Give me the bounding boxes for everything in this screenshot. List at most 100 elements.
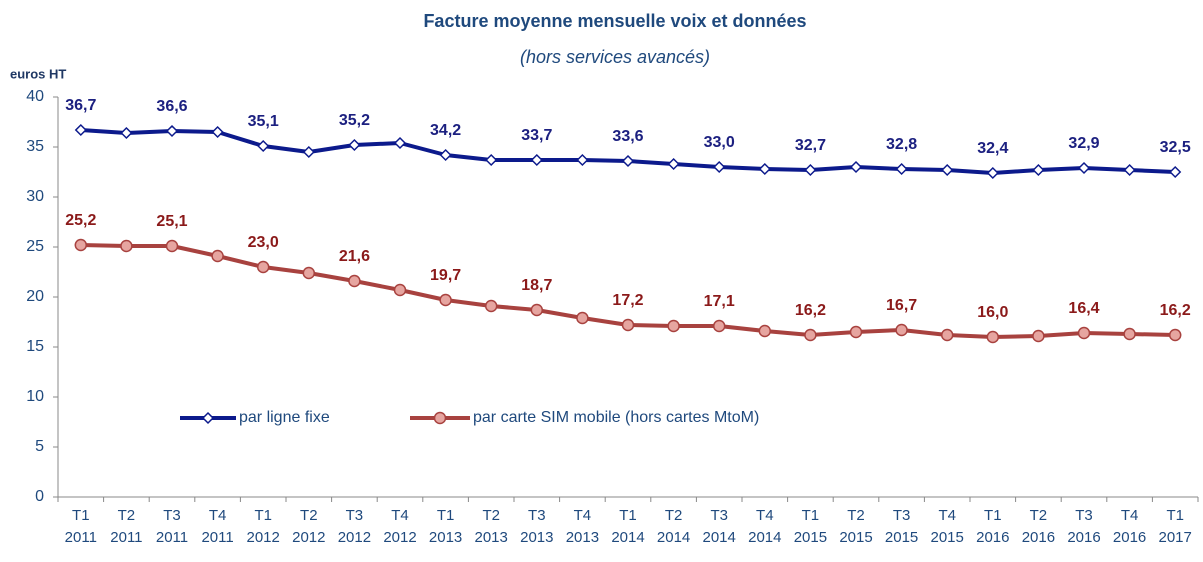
value-label: 25,1 xyxy=(156,213,187,230)
marker xyxy=(758,324,772,338)
marker xyxy=(849,160,863,174)
marker xyxy=(895,162,908,176)
marker xyxy=(667,157,680,171)
x-tick-label: 2012 xyxy=(292,529,325,546)
y-tick-label: 15 xyxy=(26,338,44,355)
marker xyxy=(257,139,270,153)
x-tick-label: 2014 xyxy=(748,529,781,546)
value-label: 33,7 xyxy=(521,127,552,144)
value-label: 18,7 xyxy=(521,277,552,294)
x-tick-label: T3 xyxy=(528,507,546,524)
y-tick-label: 40 xyxy=(26,88,44,105)
x-tick-label: 2015 xyxy=(794,529,827,546)
x-tick-label: T2 xyxy=(847,507,865,524)
value-label: 33,6 xyxy=(612,128,643,145)
x-tick-label: 2011 xyxy=(201,529,233,546)
x-tick-label: 2017 xyxy=(1159,529,1192,546)
x-tick-label: 2013 xyxy=(475,529,508,546)
value-label: 36,6 xyxy=(156,98,187,115)
marker xyxy=(348,138,361,152)
chart-subtitle: (hors services avancés) xyxy=(520,47,710,67)
x-tick-label: 2015 xyxy=(931,529,964,546)
marker xyxy=(713,160,726,174)
marker xyxy=(621,154,635,168)
marker xyxy=(986,166,999,180)
x-tick-label: T4 xyxy=(391,507,409,524)
marker xyxy=(484,299,498,313)
x-tick-label: 2016 xyxy=(1113,529,1146,546)
value-label: 16,2 xyxy=(795,302,826,319)
x-tick-label: T1 xyxy=(254,507,272,524)
value-label: 35,2 xyxy=(339,112,370,129)
marker xyxy=(211,125,224,139)
x-tick-label: 2011 xyxy=(156,529,188,546)
marker xyxy=(804,163,817,177)
y-tick-label: 0 xyxy=(35,488,44,505)
value-label: 32,7 xyxy=(795,137,826,154)
x-tick-label: T4 xyxy=(938,507,956,524)
x-tick-label: 2013 xyxy=(566,529,599,546)
marker xyxy=(530,153,543,167)
x-tick-label: 2011 xyxy=(110,529,142,546)
x-tick-label: T1 xyxy=(437,507,455,524)
marker xyxy=(120,126,133,140)
x-tick-label: 2016 xyxy=(1022,529,1055,546)
x-tick-label: 2014 xyxy=(611,529,644,546)
marker xyxy=(393,283,407,297)
y-tick-label: 10 xyxy=(26,388,44,405)
x-tick-label: T2 xyxy=(300,507,318,524)
x-tick-label: 2013 xyxy=(520,529,553,546)
value-label: 33,0 xyxy=(704,134,735,151)
x-tick-label: T4 xyxy=(574,507,592,524)
x-tick-label: T1 xyxy=(984,507,1002,524)
marker xyxy=(393,136,407,150)
value-label: 16,2 xyxy=(1160,302,1191,319)
x-tick-label: T1 xyxy=(619,507,637,524)
value-label: 23,0 xyxy=(248,234,279,251)
marker xyxy=(895,323,908,337)
x-tick-label: 2014 xyxy=(703,529,736,546)
x-tick-label: 2015 xyxy=(885,529,918,546)
marker xyxy=(348,274,361,288)
marker xyxy=(485,153,498,167)
x-tick-label: T3 xyxy=(710,507,728,524)
marker xyxy=(165,239,179,253)
marker xyxy=(849,325,863,339)
x-tick-label: 2016 xyxy=(1067,529,1100,546)
marker xyxy=(1032,163,1045,177)
marker xyxy=(941,163,954,177)
x-tick-label: 2012 xyxy=(338,529,371,546)
marker xyxy=(1077,161,1091,175)
marker xyxy=(1032,329,1045,343)
marker xyxy=(74,238,88,252)
x-tick-label: T3 xyxy=(1075,507,1093,524)
value-label: 25,2 xyxy=(65,212,96,229)
legend-marker xyxy=(433,411,447,425)
legend-label: par ligne fixe xyxy=(239,409,330,426)
legend-marker xyxy=(201,411,215,425)
marker xyxy=(940,328,954,342)
marker xyxy=(1168,328,1182,342)
y-axis-title: euros HT xyxy=(10,66,66,81)
marker xyxy=(120,239,133,253)
value-label: 19,7 xyxy=(430,267,461,284)
marker xyxy=(302,266,316,280)
x-tick-label: T4 xyxy=(1121,507,1139,524)
value-label: 34,2 xyxy=(430,122,461,139)
value-label: 17,1 xyxy=(704,293,735,310)
value-label: 16,0 xyxy=(977,304,1008,321)
y-tick-label: 5 xyxy=(35,438,44,455)
marker xyxy=(302,145,315,159)
x-tick-label: T3 xyxy=(346,507,364,524)
x-tick-label: T2 xyxy=(1030,507,1048,524)
value-label: 35,1 xyxy=(248,113,279,130)
x-tick-label: 2013 xyxy=(429,529,462,546)
x-tick-label: T2 xyxy=(665,507,683,524)
value-label: 16,7 xyxy=(886,297,917,314)
x-tick-label: T1 xyxy=(72,507,90,524)
y-tick-label: 35 xyxy=(26,138,44,155)
marker xyxy=(804,328,817,342)
y-tick-label: 30 xyxy=(26,188,44,205)
marker xyxy=(211,249,224,263)
x-tick-label: T2 xyxy=(118,507,136,524)
